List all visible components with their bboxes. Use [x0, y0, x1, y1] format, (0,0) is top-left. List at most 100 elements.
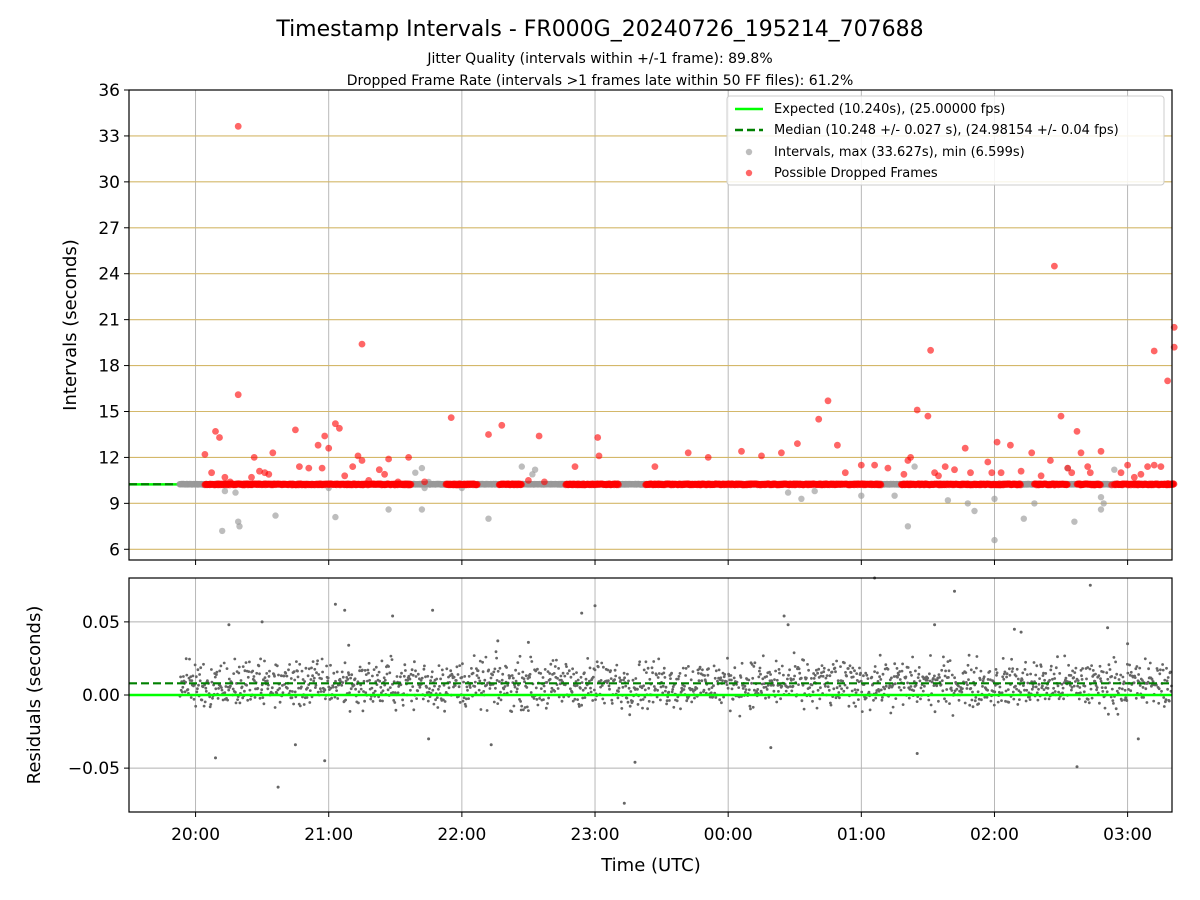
residual-point: [432, 702, 436, 706]
interval-point: [911, 463, 918, 470]
dropped-frame-point: [1077, 449, 1085, 457]
residual-point: [329, 686, 333, 690]
dropped-frame-point: [967, 469, 974, 477]
dropped-frame-point: [594, 434, 602, 441]
residual-point: [344, 698, 347, 702]
dropped-frame-point: [221, 473, 229, 481]
residual-point: [324, 697, 327, 701]
residual-point: [203, 700, 207, 704]
residual-point: [220, 686, 223, 689]
legend-dropped-swatch: [745, 169, 753, 177]
residual-point: [245, 683, 249, 687]
interval-point: [385, 506, 392, 513]
residual-point: [216, 697, 220, 700]
dropped-frame-point: [1047, 457, 1054, 464]
dropped-frame-point: [1157, 463, 1165, 470]
residual-point: [334, 685, 338, 689]
residual-point: [367, 671, 370, 675]
interval-point: [418, 506, 426, 513]
dropped-frame-point: [535, 432, 543, 440]
dropped-frame-point: [824, 397, 832, 405]
dropped-frame-point: [1017, 467, 1025, 475]
residual-point: [436, 706, 440, 709]
residual-point: [314, 686, 317, 689]
interval-point: [1097, 506, 1105, 513]
dropped-frame-point: [951, 466, 958, 474]
residual-point: [211, 696, 214, 700]
dropped-frame-point: [296, 463, 303, 470]
interval-point: [412, 469, 419, 476]
residual-point: [410, 668, 414, 672]
residual-point: [263, 659, 266, 663]
residual-point: [220, 688, 224, 692]
residuals-plot: −0.050.000.05 20:00 21:00 22:00 23:00 00:00 0…: [24, 576, 1173, 876]
residual-point: [434, 698, 437, 702]
interval-point: [485, 481, 492, 488]
residual-point: [214, 687, 218, 691]
residual-point: [180, 690, 184, 694]
interval-point: [181, 481, 189, 488]
residual-point: [331, 685, 335, 689]
interval-point: [232, 489, 239, 496]
dropped-frame-point: [684, 449, 692, 457]
residual-point: [223, 691, 227, 695]
legend-expected-label: Expected (10.240s), (25.00000 fps): [774, 102, 1005, 117]
residual-point: [218, 669, 222, 673]
interval-point: [891, 492, 898, 499]
residual-point: [416, 689, 420, 693]
residual-point: [232, 672, 236, 675]
dropped-frame-point: [332, 420, 339, 428]
residual-point: [385, 672, 389, 676]
residual-point: [358, 665, 362, 669]
residual-point: [227, 688, 231, 692]
residual-point: [402, 674, 406, 678]
residual-point: [443, 709, 446, 713]
dropped-frame-point: [292, 426, 299, 434]
residual-point: [439, 677, 442, 681]
dropped-frame-point: [1037, 472, 1045, 480]
residual-point: [440, 668, 444, 672]
dropped-frame-point: [704, 454, 712, 461]
legend-intervals-label: Intervals, max (33.627s), min (6.599s): [774, 145, 1025, 160]
dropped-frame-point: [794, 440, 801, 447]
residual-point: [387, 665, 390, 668]
residual-point: [197, 683, 200, 687]
residual-point: [428, 687, 431, 690]
residual-point: [407, 674, 411, 678]
dropped-frame-point: [615, 481, 622, 489]
interval-point: [784, 489, 792, 496]
interval-point: [418, 464, 426, 472]
residual-point: [256, 687, 260, 690]
dropped-frame-point: [349, 463, 357, 470]
residual-point: [249, 697, 252, 701]
residual-point: [401, 703, 405, 707]
residual-point: [262, 702, 266, 706]
residual-point: [421, 697, 425, 701]
dropped-frame-point: [815, 415, 823, 423]
residual-point: [289, 677, 293, 680]
residual-point: [248, 660, 251, 664]
residual-point: [374, 665, 378, 669]
legend: Expected (10.240s), (25.00000 fps) Media…: [726, 95, 1165, 186]
residual-point: [304, 666, 308, 670]
residual-point: [395, 675, 399, 678]
residual-point: [275, 664, 279, 668]
residual-point: [362, 679, 366, 683]
residual-point: [399, 675, 402, 679]
residual-point: [420, 676, 424, 680]
residual-point: [359, 687, 363, 691]
residual-point: [315, 662, 319, 666]
residual-point: [308, 701, 312, 704]
residual-point: [219, 664, 223, 668]
residual-point: [313, 667, 317, 671]
dropped-frame-point: [1007, 441, 1014, 449]
dropped-frame-point: [900, 470, 908, 478]
residual-point: [330, 696, 333, 700]
residual-point: [196, 668, 200, 672]
residual-point: [376, 673, 379, 677]
residual-point: [198, 679, 202, 683]
residual-point: [388, 671, 392, 675]
residual-point: [409, 688, 412, 692]
residual-point: [368, 678, 371, 682]
